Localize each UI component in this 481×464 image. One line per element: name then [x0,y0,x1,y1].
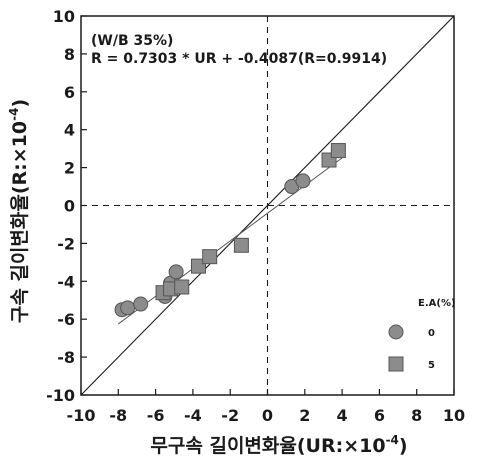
data-point-square [174,279,190,295]
x-tick-label: -4 [184,406,202,425]
data-point-circle [295,173,311,189]
data-point-circle [168,264,184,280]
x-tick-label: -10 [67,406,96,425]
x-tick-label: -6 [147,406,165,425]
y-tick-label: 10 [53,7,75,26]
data-point-square [233,237,249,253]
x-tick-label: 2 [299,406,310,425]
data-point-circle [120,300,136,316]
legend-label-0: 0 [428,328,435,339]
y-tick-label: 0 [64,197,75,216]
legend-marker-square [388,356,404,372]
y-tick-label: -6 [57,310,75,329]
data-point-square [190,258,206,274]
data-point-square [330,143,346,159]
x-axis-title: 무구속 길이변화율(UR:×10-4) [150,433,407,457]
y-tick-label: -2 [57,234,75,253]
annotation-condition: (W/B 35%) [91,33,173,49]
data-points [114,143,346,318]
legend-marker-circle [388,324,404,340]
y-tick-label: 4 [64,121,75,140]
y-axis-title: 구속 길이변화율(R:×10-4) [7,99,31,323]
x-tick-label: 10 [443,406,465,425]
y-tick-label: -10 [46,386,75,405]
y-axis: -10 -8 -6 -4 -2 0 2 4 6 8 10 [46,7,87,405]
data-point-circle [133,296,149,312]
y-tick-label: -4 [57,272,75,291]
y-tick-label: -8 [57,348,75,367]
y-tick-label: 2 [64,159,75,178]
x-axis: -10 -8 -6 -4 -2 0 2 4 6 8 10 [67,389,465,425]
y-tick-label: 8 [64,45,75,64]
legend-label-1: 5 [428,360,435,371]
x-tick-label: 4 [337,406,348,425]
data-point-square [202,249,218,265]
legend-title: E.A(%) [418,298,456,309]
x-tick-label: 0 [262,406,273,425]
x-tick-label: -8 [109,406,127,425]
x-tick-label: -2 [221,406,239,425]
legend: E.A(%) 0 5 [388,298,456,372]
annotation-regression: R = 0.7303 * UR + -0.4087(R=0.9914) [91,51,387,67]
x-tick-label: 8 [411,406,422,425]
y-tick-label: 6 [64,83,75,102]
x-tick-label: 6 [374,406,385,425]
